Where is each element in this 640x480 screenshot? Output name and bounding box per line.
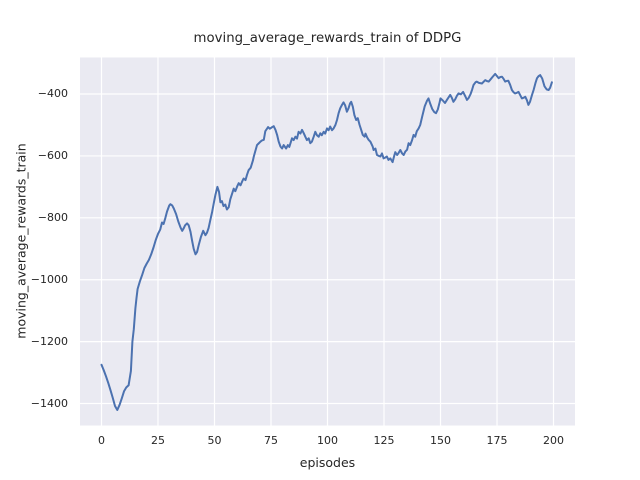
y-tick-label: −800 [37, 210, 68, 224]
y-tick-label: −600 [37, 148, 68, 162]
y-tick-label: −1000 [30, 272, 68, 286]
x-tick-label: 50 [207, 434, 222, 447]
x-tick-label: 200 [543, 434, 565, 447]
x-tick-label: 125 [373, 434, 395, 447]
y-axis-label: moving_average_rewards_train [13, 143, 29, 339]
y-tick-label: −400 [37, 87, 68, 101]
x-tick-label: 25 [150, 434, 165, 447]
x-tick-label: 175 [486, 434, 508, 447]
x-axis-label: episodes [299, 455, 356, 470]
x-tick-label: 75 [263, 434, 278, 447]
chart-title: moving_average_rewards_train of DDPG [193, 31, 462, 46]
y-tick-label: −1400 [30, 396, 68, 410]
x-tick-label: 0 [97, 434, 105, 447]
data-line [100, 72, 553, 411]
y-tick-label: −1200 [30, 334, 68, 348]
x-tick-label: 100 [317, 434, 338, 447]
x-tick-label: 150 [430, 434, 451, 447]
